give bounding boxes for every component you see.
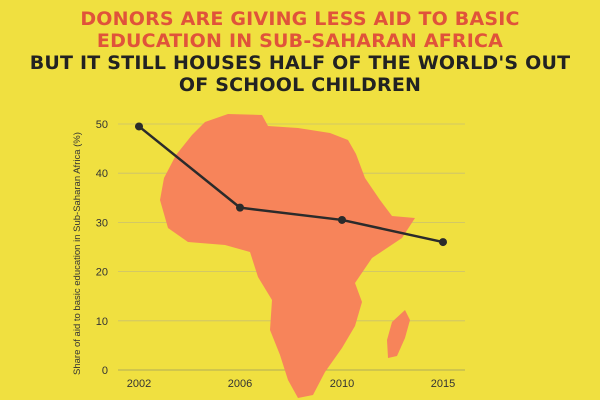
madagascar-map-icon: [387, 310, 410, 358]
y-tick-label: 30: [96, 217, 108, 229]
data-point: [439, 238, 447, 247]
headline-line-4: OF SCHOOL CHILDREN: [178, 74, 422, 96]
data-point: [135, 122, 143, 131]
x-tick-label: 2015: [431, 378, 455, 390]
y-tick-label: 20: [96, 267, 108, 279]
africa-map-icon: [160, 114, 415, 398]
headline-line-2: EDUCATION IN SUB-SAHARAN AFRICA: [96, 30, 504, 52]
y-tick-label: 0: [102, 365, 108, 377]
headline: DONORS ARE GIVING LESS AID TO BASIC EDUC…: [0, 8, 600, 96]
x-tick-label: 2010: [330, 378, 354, 390]
headline-line-3: BUT IT STILL HOUSES HALF OF THE WORLD'S …: [29, 52, 571, 74]
series-line: [138, 125, 444, 244]
y-tick-label: 50: [96, 119, 108, 131]
y-tick-label: 10: [96, 316, 108, 328]
headline-line-1: DONORS ARE GIVING LESS AID TO BASIC: [80, 8, 520, 30]
data-points: [135, 122, 447, 247]
y-axis-label: Share of aid to basic education in Sub-S…: [72, 132, 83, 375]
y-tick-label: 40: [96, 168, 108, 180]
data-point: [236, 203, 244, 212]
data-point: [338, 215, 346, 224]
x-tick-label: 2006: [228, 378, 252, 390]
x-tick-label: 2002: [127, 378, 151, 390]
axis-ticks: 0 10 20 30 40 50 2002 2006 2010 2015: [96, 119, 455, 390]
